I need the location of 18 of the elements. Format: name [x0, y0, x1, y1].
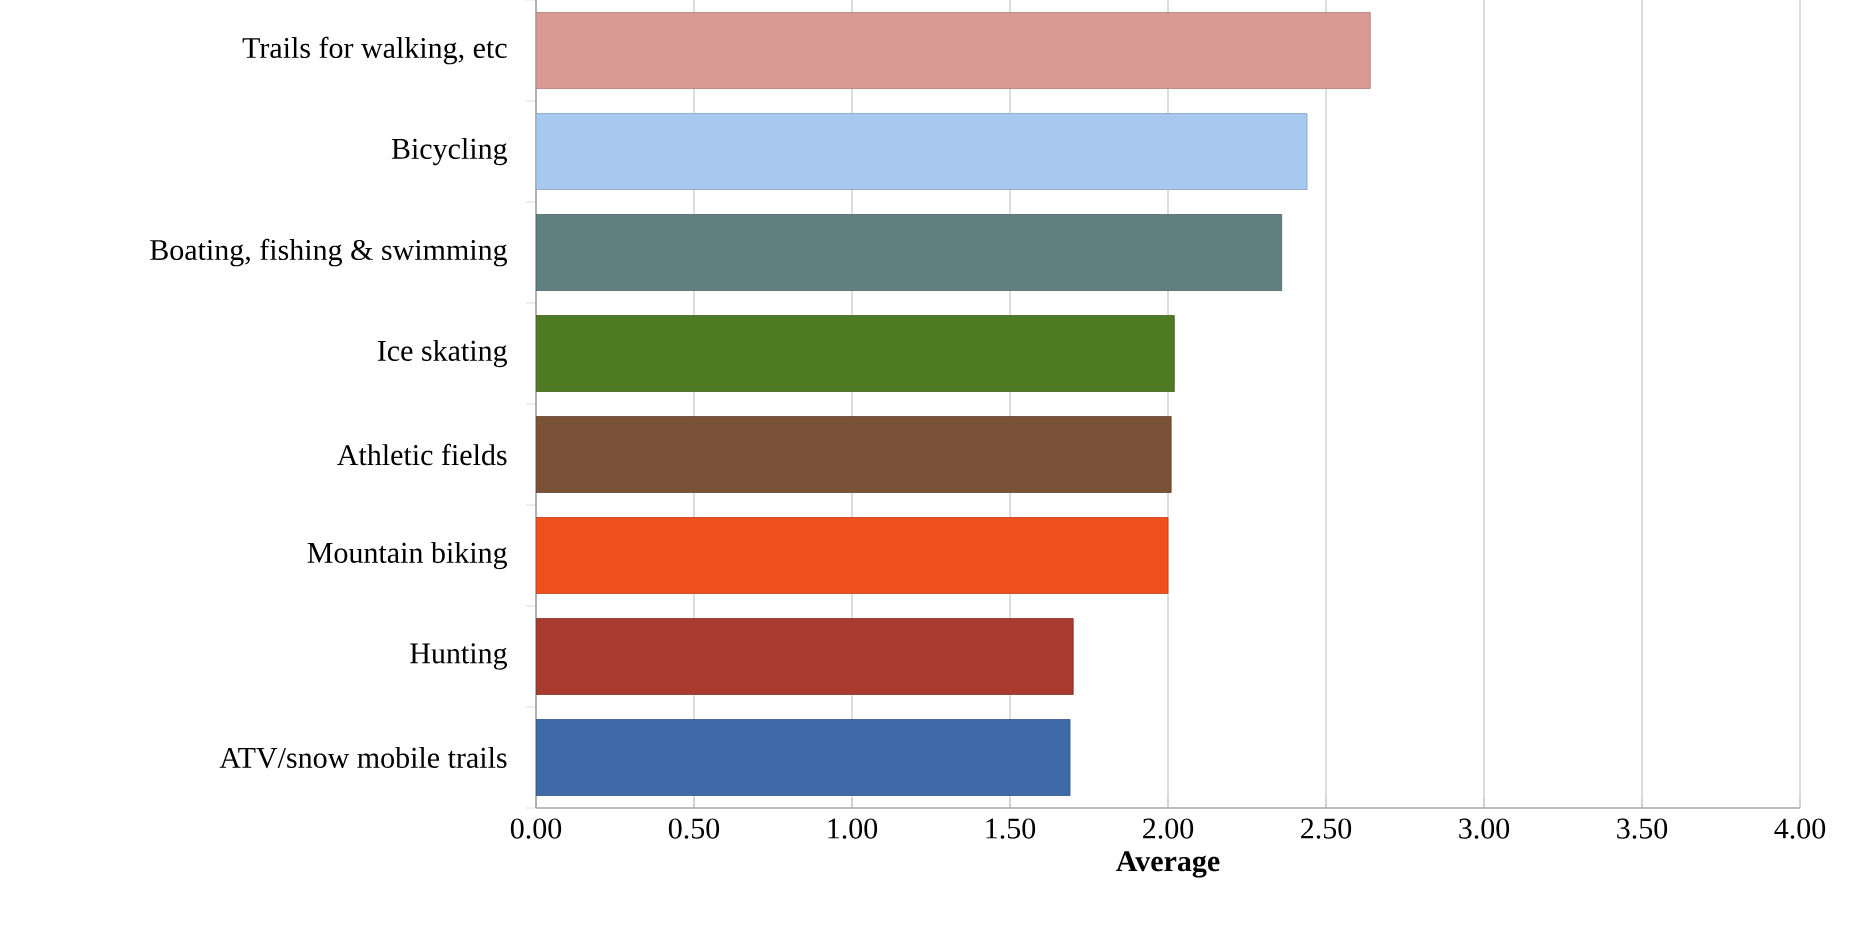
y-tick-label: Bicycling [391, 137, 508, 166]
x-tick-label: 0.50 [668, 818, 720, 839]
x-tick-label: 0.00 [510, 818, 562, 839]
x-tick-label: 2.00 [1143, 818, 1194, 839]
y-tick-label: ATV/snow mobile trails [219, 746, 507, 769]
x-axis-title: Average [1116, 851, 1220, 878]
y-tick-label: Hunting [410, 643, 508, 670]
y-tick-label: Trails for walking, etc [242, 36, 507, 65]
x-tick-label: 1.00 [828, 818, 878, 839]
y-tick-label: Ice skating [377, 339, 508, 368]
x-tick-label: 1.50 [986, 818, 1036, 839]
x-tick-label: 4.00 [1774, 818, 1826, 839]
y-tick-label: Athletic fields [337, 443, 507, 466]
x-tick-label: 2.50 [1301, 818, 1352, 839]
x-tick-label: 3.00 [1459, 818, 1510, 839]
y-tick-label: Boating, fishing & swimming [150, 238, 508, 267]
x-tick-label: 3.50 [1617, 818, 1668, 839]
y-tick-label: Mountain biking [307, 541, 508, 570]
